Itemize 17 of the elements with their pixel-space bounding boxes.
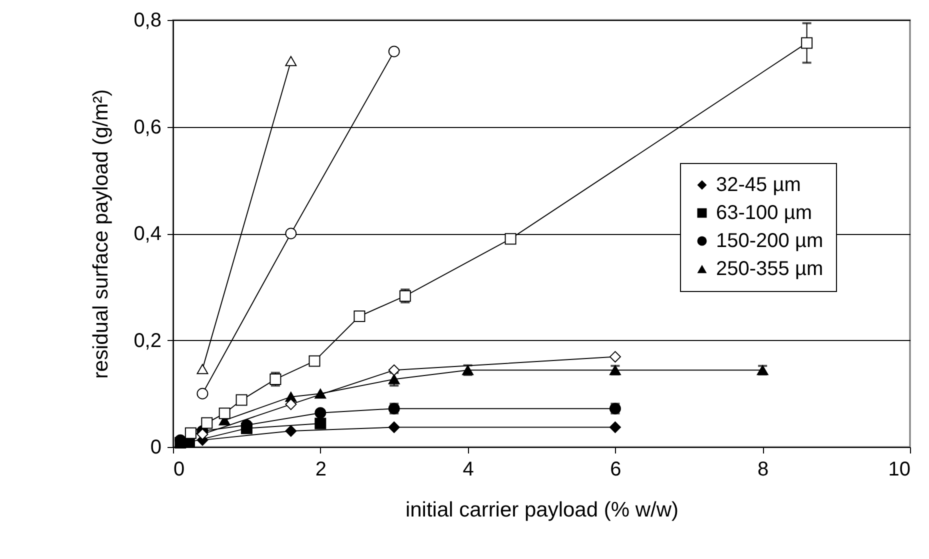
legend-label: 63-100 µm [716,202,812,224]
legend-label: 250-355 µm [716,258,824,280]
y-tick-label: 0,2 [134,330,162,352]
x-tick-label: 4 [462,458,474,480]
y-tick-label: 0 [150,436,162,458]
x-tick-label: 0 [174,458,185,480]
y-tick-label: 0,6 [134,116,162,138]
x-tick-label: 2 [315,458,326,480]
x-axis-title: initial carrier payload (% w/w) [405,498,679,522]
y-axis-title: residual surface payload (g/m²) [90,89,113,379]
y-tick-label: 0,4 [134,223,162,245]
legend-label: 32-45 µm [716,174,801,196]
x-tick-label: 6 [610,458,622,480]
x-tick-label: 8 [758,458,769,480]
legend-label: 150-200 µm [716,230,824,252]
x-tick-label: 10 [888,458,910,480]
y-tick-label: 0,8 [134,10,162,32]
